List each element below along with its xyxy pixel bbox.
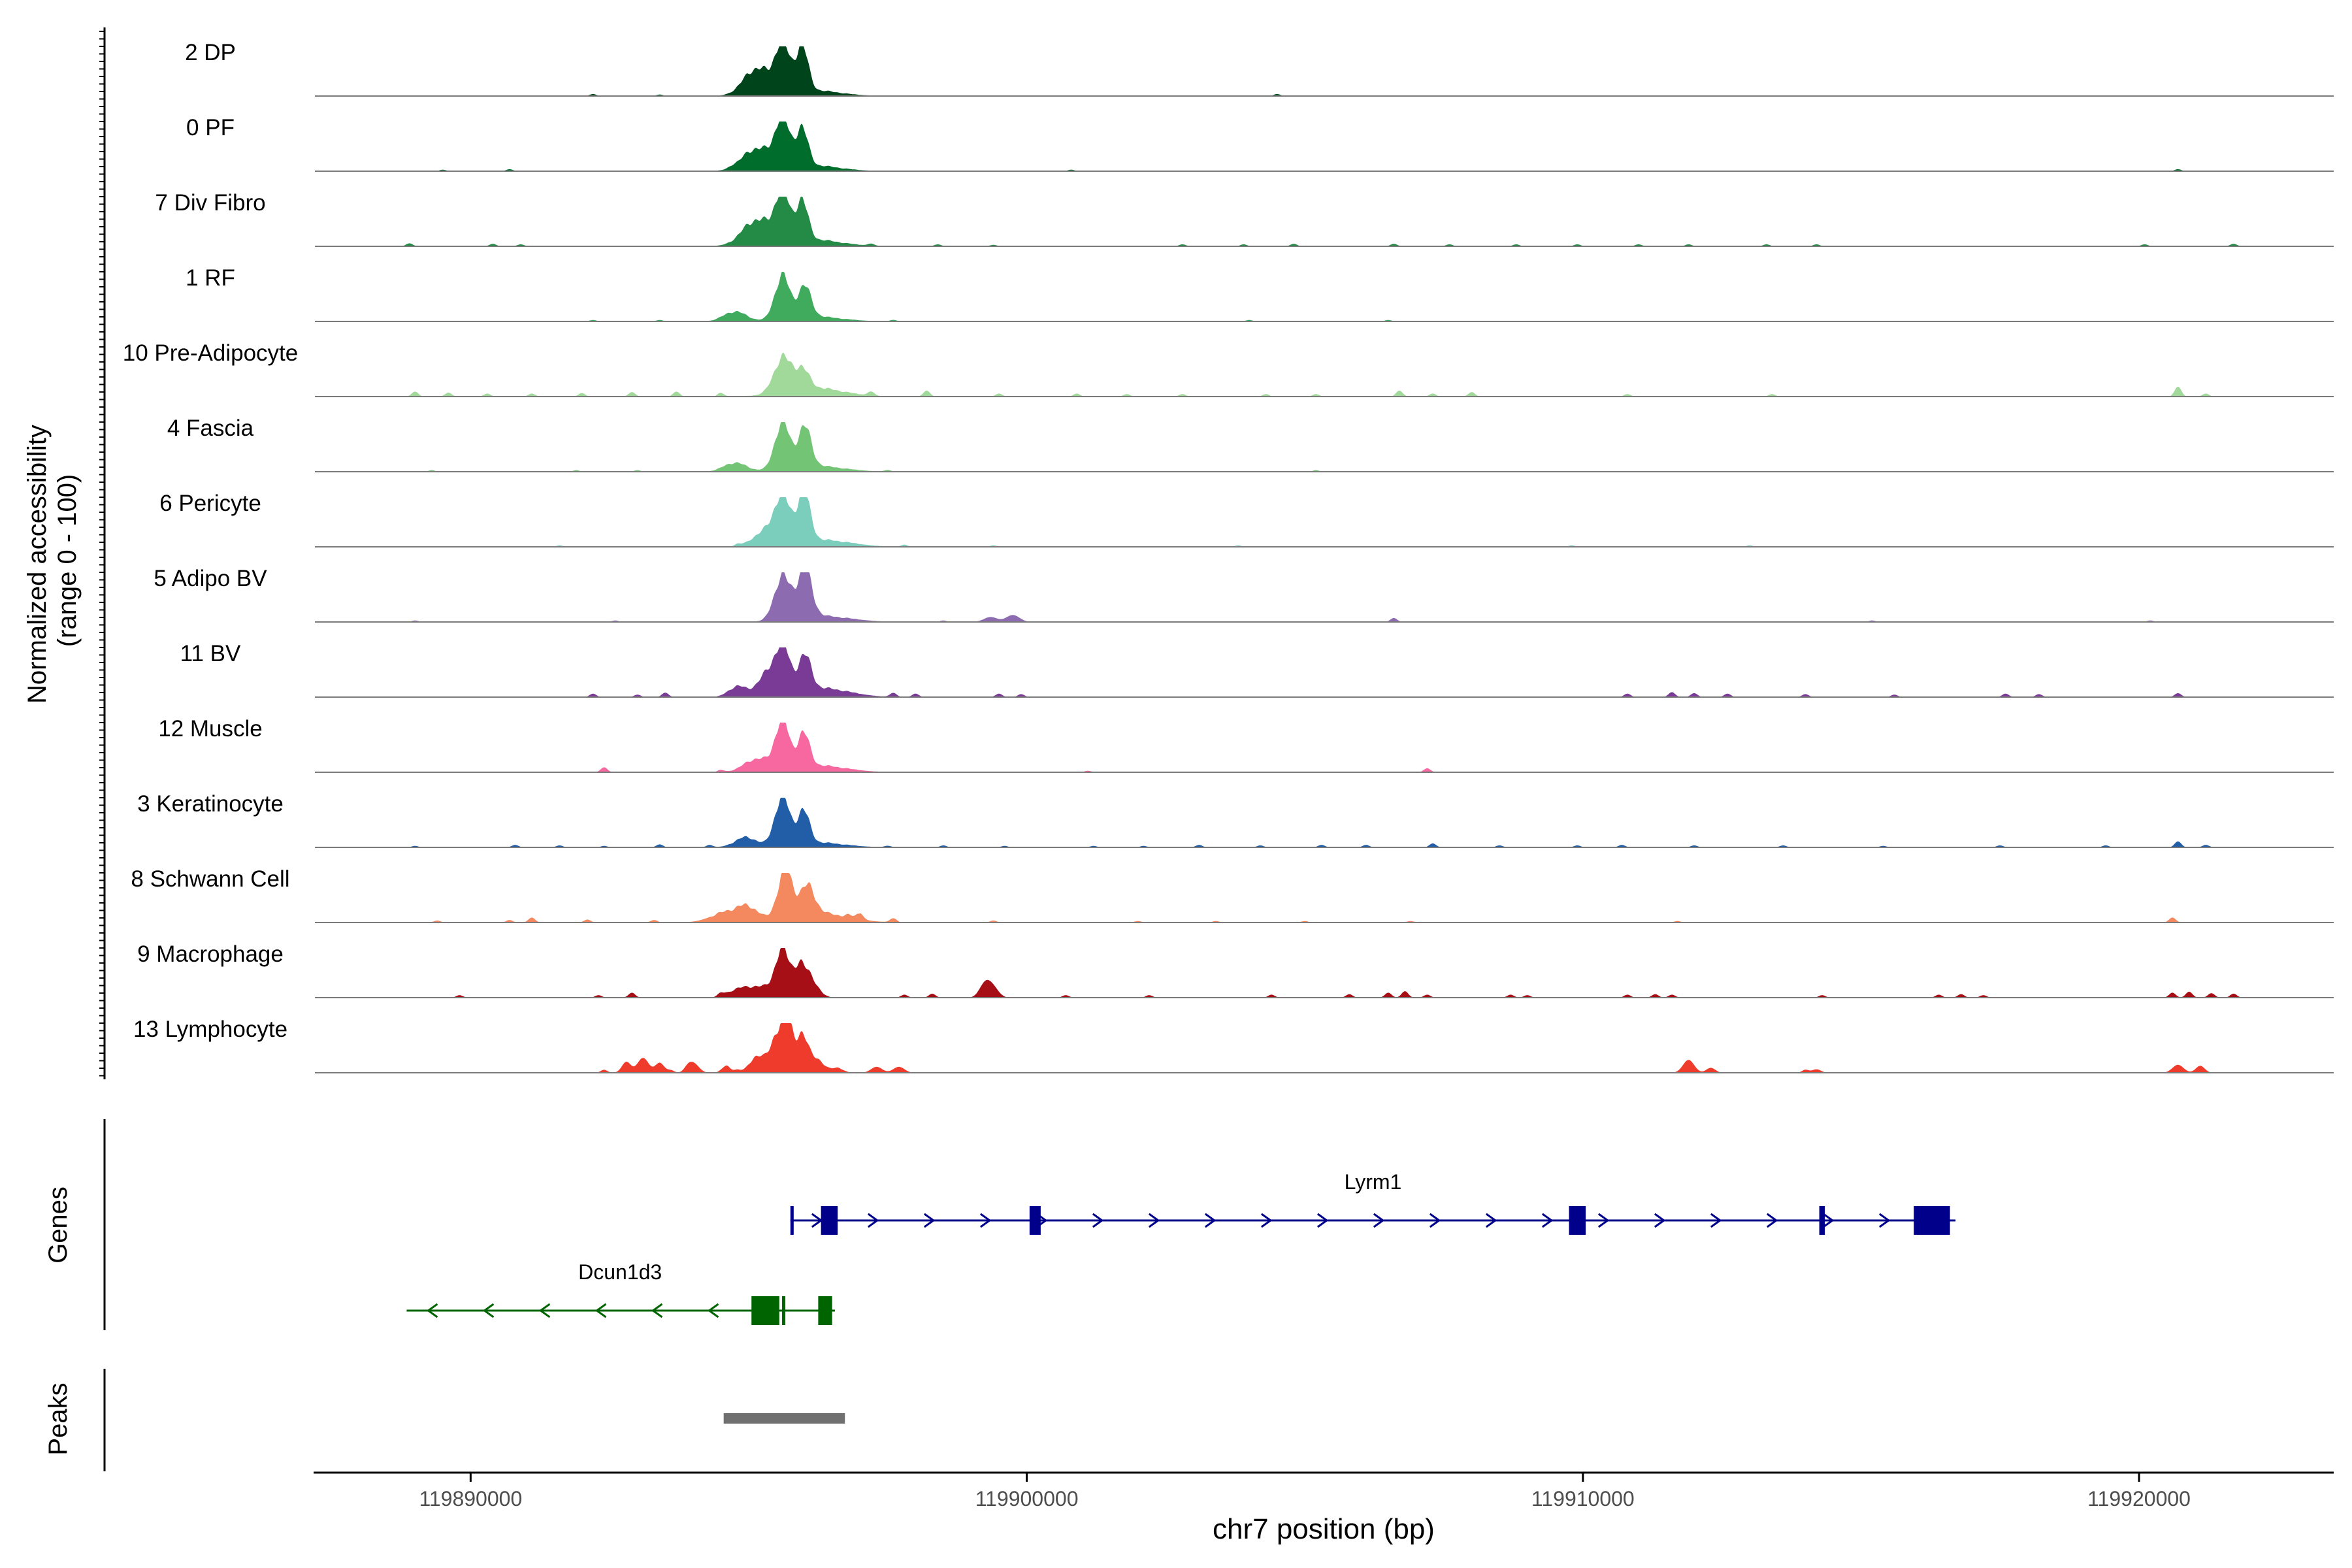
track-label: 6 Pericyte [159, 491, 261, 516]
track-label: 2 DP [185, 40, 236, 65]
x-axis-ticks: 119890000 119900000 119910000 119920000 [419, 1473, 2191, 1511]
coverage-area [315, 572, 2334, 622]
strand-chevron [1822, 1213, 1835, 1228]
strand-chevron [867, 1213, 879, 1228]
x-tick-label: 119890000 [419, 1487, 522, 1511]
exon [751, 1296, 779, 1325]
track-4: 1 RF [186, 265, 2334, 322]
exon [821, 1206, 838, 1235]
strand-chevron [1597, 1213, 1610, 1228]
track-label: 3 Keratinocyte [137, 791, 284, 817]
strand-chevron [1373, 1213, 1385, 1228]
gene-dcun1d3: Dcun1d3 [406, 1260, 835, 1325]
gene-lyrm1: Lyrm1 [790, 1170, 1956, 1235]
strand-chevron [1316, 1213, 1329, 1228]
y-axis-spine [99, 27, 106, 1079]
coverage-area [315, 352, 2334, 397]
exon [782, 1296, 786, 1325]
track-12: 8 Schwann Cell [131, 866, 2334, 923]
track-6: 4 Fascia [167, 416, 2334, 472]
strand-chevron [1260, 1213, 1273, 1228]
gene-label: Dcun1d3 [578, 1260, 662, 1284]
strand-chevron [1541, 1213, 1554, 1228]
track-5: 10 Pre-Adipocyte [123, 340, 2334, 397]
track-label: 9 Macrophage [137, 941, 284, 967]
exon [1819, 1206, 1825, 1235]
genes-panel-label: Genes [44, 1186, 73, 1264]
track-label: 10 Pre-Adipocyte [123, 340, 298, 366]
strand-chevron [979, 1213, 992, 1228]
x-tick-label: 119920000 [2087, 1487, 2191, 1511]
strand-chevron [1878, 1213, 1891, 1228]
strand-chevron [1204, 1213, 1217, 1228]
track-14: 13 Lymphocyte [133, 1017, 2334, 1073]
strand-chevron [1429, 1213, 1441, 1228]
gene-label: Lyrm1 [1345, 1170, 1402, 1194]
x-tick-label: 119900000 [975, 1487, 1079, 1511]
strand-chevron [651, 1303, 663, 1318]
strand-chevron [1092, 1213, 1104, 1228]
coverage-area [315, 798, 2334, 847]
track-13: 9 Macrophage [137, 941, 2334, 998]
coverage-area [315, 723, 2334, 772]
peak-regions-track [723, 1413, 845, 1424]
coverage-area [315, 422, 2334, 472]
track-9: 11 BV [180, 641, 2334, 698]
coverage-area [315, 497, 2334, 547]
coverage-area [315, 873, 2334, 923]
exon [1029, 1206, 1041, 1235]
accessibility-tracks: 2 DP 0 PF 7 Div Fibro 1 RF 10 Pre-Adipocyte 4… [123, 40, 2334, 1073]
coverage-area [315, 197, 2334, 246]
track-label: 13 Lymphocyte [133, 1017, 287, 1042]
coverage-area [315, 122, 2334, 171]
track-3: 7 Div Fibro [155, 190, 2334, 247]
exon [818, 1296, 832, 1325]
track-label: 11 BV [180, 641, 241, 666]
track-label: 8 Schwann Cell [131, 866, 289, 892]
exon [1569, 1206, 1586, 1235]
track-label: 1 RF [186, 265, 235, 291]
strand-chevron [538, 1303, 551, 1318]
strand-chevron [1654, 1213, 1666, 1228]
track-label: 5 Adipo BV [154, 566, 267, 591]
strand-chevron [1710, 1213, 1722, 1228]
coverage-area [315, 647, 2334, 697]
coverage-area [315, 948, 2334, 998]
strand-chevron [1766, 1213, 1778, 1228]
track-7: 6 Pericyte [159, 491, 2334, 547]
track-label: 7 Div Fibro [155, 190, 265, 216]
track-8: 5 Adipo BV [154, 566, 2334, 623]
track-label: 0 PF [186, 115, 235, 140]
strand-chevron [426, 1303, 438, 1318]
y-axis-title-line1: Normalized accessibility [23, 425, 52, 704]
coverage-area [315, 1023, 2334, 1073]
x-tick-label: 119910000 [1531, 1487, 1635, 1511]
peak-region [723, 1413, 845, 1424]
strand-chevron [923, 1213, 936, 1228]
strand-chevron [1148, 1213, 1160, 1228]
exon [790, 1206, 794, 1235]
exon [1914, 1206, 1950, 1235]
strand-chevron [1485, 1213, 1497, 1228]
y-axis-title-line2: (range 0 - 100) [53, 474, 82, 647]
track-1: 2 DP [185, 40, 2334, 97]
coverage-area [315, 272, 2334, 321]
peaks-panel-label: Peaks [44, 1382, 73, 1455]
track-10: 12 Muscle [158, 716, 2334, 773]
track-11: 3 Keratinocyte [137, 791, 2334, 848]
y-axis-title: Normalized accessibility (range 0 - 100) [23, 417, 82, 704]
strand-chevron [482, 1303, 495, 1318]
gene-annotation-track: Lyrm1 Dcun1d3 [406, 1170, 1956, 1325]
strand-chevron [707, 1303, 719, 1318]
track-label: 12 Muscle [158, 716, 263, 742]
strand-chevron [595, 1303, 607, 1318]
x-axis-title: chr7 position (bp) [1213, 1513, 1435, 1545]
track-label: 4 Fascia [167, 416, 254, 441]
track-2: 0 PF [186, 115, 2334, 172]
coverage-area [315, 46, 2334, 96]
